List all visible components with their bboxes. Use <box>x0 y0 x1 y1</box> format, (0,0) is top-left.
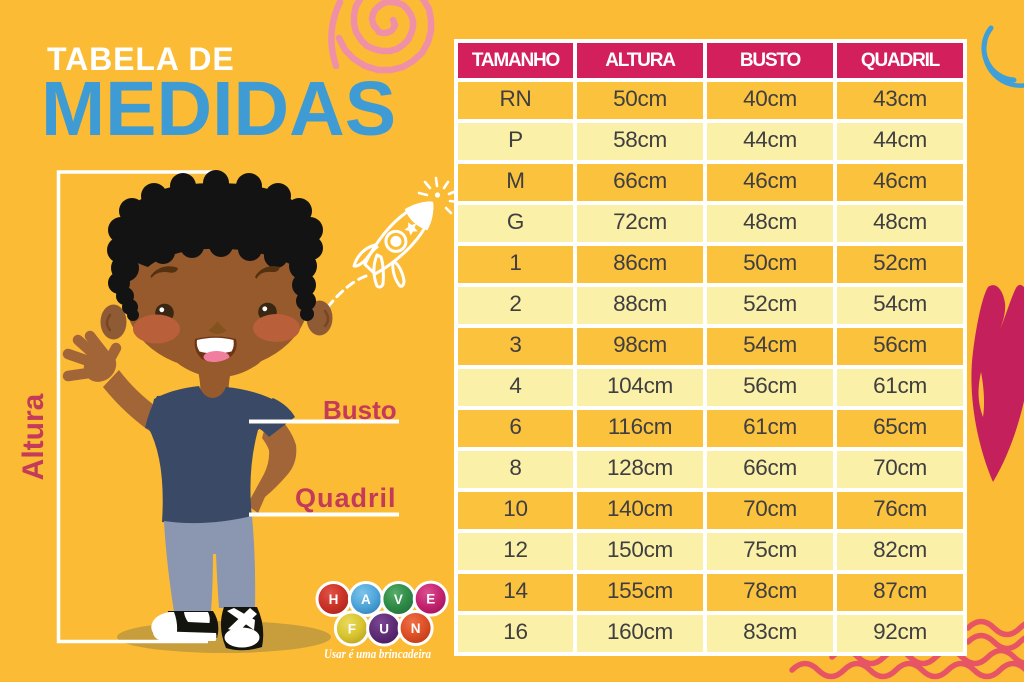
svg-text:F: F <box>348 622 356 637</box>
svg-text:H: H <box>329 592 339 607</box>
svg-text:N: N <box>411 621 421 636</box>
svg-text:U: U <box>379 622 389 637</box>
svg-text:V: V <box>394 592 403 607</box>
svg-text:A: A <box>361 592 371 607</box>
svg-text:E: E <box>426 592 435 607</box>
